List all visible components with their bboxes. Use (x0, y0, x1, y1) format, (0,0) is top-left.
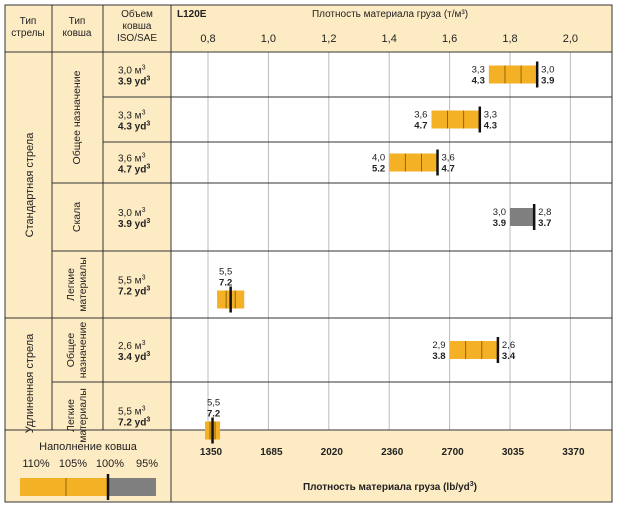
low-density-metric: 5,5 (207, 398, 220, 409)
fill-range-bar (389, 153, 438, 172)
volume-metric: 3,0 м3 (118, 207, 146, 219)
metric-tick-label: 1,6 (442, 33, 457, 45)
bottom-axis-title: Плотность материала груза (lb/yd3) (303, 481, 477, 493)
volume-imperial: 4.7 yd3 (118, 164, 150, 176)
high-density-imperial: 4.7 (442, 164, 455, 175)
fill-range-bar (510, 208, 535, 226)
volume-metric: 3,6 м3 (118, 153, 146, 165)
model-label: L120E (177, 9, 207, 20)
low-density-imperial: 3.9 (493, 218, 506, 229)
header-boom-type: Тип (20, 16, 37, 27)
bottom-axis-bg (171, 430, 612, 502)
metric-tick-label: 1,4 (382, 33, 397, 45)
legend-title: Наполнение ковша (39, 441, 138, 453)
legend-bar-yellow (20, 478, 108, 496)
low-density-metric: 3,0 (493, 207, 506, 218)
legend-bar-grey (108, 478, 156, 496)
low-density-imperial: 4.3 (472, 76, 485, 87)
low-density-metric: 3,6 (414, 110, 427, 121)
volume-metric: 3,3 м3 (118, 110, 146, 122)
boom-label: Стандартная стрела (24, 132, 36, 238)
fill-range-bar (449, 341, 498, 359)
volume-imperial: 4.3 yd3 (118, 121, 150, 133)
imperial-tick-label: 2700 (441, 447, 464, 458)
bucket-type-label: Легкие (65, 268, 77, 301)
legend-label: 105% (59, 458, 87, 470)
high-density-metric: 3,6 (442, 153, 455, 164)
low-density-imperial: 7.2 (219, 278, 232, 289)
header-volume: ковша (123, 21, 152, 32)
header-volume: ISO/SAE (117, 33, 157, 44)
low-density-imperial: 7.2 (207, 409, 220, 420)
bucket-type-label: материалы (77, 257, 89, 312)
imperial-tick-label: 2020 (321, 447, 344, 458)
imperial-tick-label: 3370 (562, 447, 585, 458)
volume-imperial: 3.4 yd3 (118, 351, 150, 363)
high-density-imperial: 3.9 (541, 76, 554, 87)
metric-tick-label: 2,0 (563, 33, 578, 45)
imperial-tick-label: 2360 (381, 447, 404, 458)
high-density-metric: 2,6 (502, 340, 515, 351)
high-density-imperial: 3.7 (538, 218, 551, 229)
volume-metric: 5,5 м3 (118, 406, 146, 418)
bucket-type-label: Скала (71, 202, 83, 232)
fill-range-bar (488, 65, 538, 84)
imperial-tick-label: 1685 (260, 447, 283, 458)
low-density-imperial: 4.7 (414, 121, 427, 132)
high-density-metric: 2,8 (538, 207, 551, 218)
low-density-imperial: 3.8 (432, 351, 445, 362)
bucket-type-label: Общее (65, 333, 77, 368)
imperial-tick-label: 3035 (502, 447, 525, 458)
boom-label: Удлиненная стрела (24, 333, 36, 433)
imperial-tick-label: 1350 (200, 447, 223, 458)
high-density-metric: 3,0 (541, 65, 554, 76)
metric-tick-label: 1,8 (502, 33, 517, 45)
bucket-type-label: Общее назначение (71, 70, 83, 164)
low-density-metric: 5,5 (219, 267, 232, 278)
volume-metric: 5,5 м3 (118, 275, 146, 287)
fill-range-bar (431, 110, 480, 129)
low-density-metric: 3,3 (472, 65, 485, 76)
low-density-imperial: 5.2 (372, 164, 385, 175)
legend-label: 110% (22, 458, 50, 470)
bucket-type-label: назначение (77, 322, 89, 379)
volume-metric: 3,0 м3 (118, 65, 146, 77)
metric-tick-label: 1,2 (321, 33, 336, 45)
high-density-imperial: 4.3 (484, 121, 497, 132)
volume-imperial: 7.2 yd3 (118, 286, 150, 298)
bucket-type-label: Легкие (65, 399, 77, 432)
header-volume: Объем (121, 8, 153, 20)
top-axis-bg (171, 5, 612, 52)
header-boom-type: стрелы (11, 28, 44, 39)
volume-imperial: 3.9 yd3 (118, 76, 150, 88)
header-bucket-type: Тип (69, 16, 86, 27)
metric-tick-label: 1,0 (261, 33, 276, 45)
volume-imperial: 7.2 yd3 (118, 417, 150, 429)
chart-border (4, 4, 613, 503)
volume-metric: 2,6 м3 (118, 340, 146, 352)
low-density-metric: 2,9 (432, 340, 445, 351)
legend-label: 100% (96, 458, 124, 470)
volume-imperial: 3.9 yd3 (118, 218, 150, 230)
top-axis-title: Плотность материала груза (т/м³) (312, 9, 468, 20)
left-panel-bg (5, 5, 171, 502)
low-density-metric: 4,0 (372, 153, 385, 164)
high-density-imperial: 3.4 (502, 351, 516, 362)
high-density-metric: 3,3 (484, 110, 497, 121)
metric-tick-label: 0,8 (200, 33, 215, 45)
bucket-type-label: материалы (77, 388, 89, 443)
legend-label: 95% (136, 458, 158, 470)
header-bucket-type: ковша (63, 28, 92, 39)
